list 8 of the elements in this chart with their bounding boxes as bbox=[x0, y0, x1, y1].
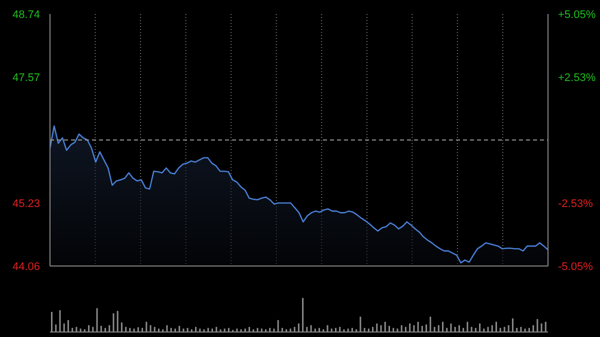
y-tick-label: 45.23 bbox=[12, 198, 40, 210]
y-tick-label: 47.57 bbox=[12, 72, 40, 84]
y-tick-label: 48.74 bbox=[12, 9, 40, 21]
y2-tick-label: -5.05% bbox=[558, 261, 594, 273]
y2-tick-label: +2.53% bbox=[558, 72, 596, 84]
y2-tick-label: -2.53% bbox=[558, 198, 594, 210]
y-tick-label: 44.06 bbox=[12, 261, 40, 273]
y2-tick-label: +5.05% bbox=[558, 9, 596, 21]
